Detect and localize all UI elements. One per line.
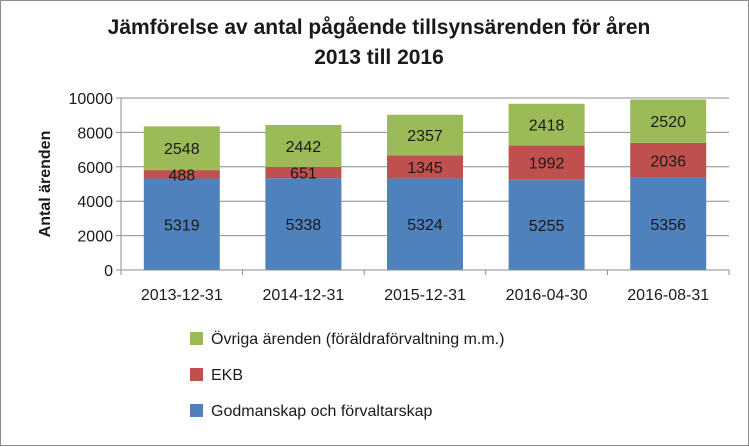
legend-label: Godmanskap och förvaltarskap (211, 403, 433, 420)
y-tick-label: 10000 (69, 91, 114, 108)
data-labels: 5319 488 2548 5338 651 2442 5324 1345 2357 5255 19… (164, 114, 686, 235)
bar-segment (143, 170, 220, 179)
x-tick-label: 2015-12-31 (384, 287, 466, 304)
data-label: 2520 (650, 114, 686, 131)
data-label: 488 (168, 167, 195, 184)
data-label: 2442 (286, 139, 322, 156)
bar-segment (387, 114, 463, 156)
legend-label: EKB (211, 367, 243, 384)
bar-segment (630, 142, 707, 178)
bar-segment (265, 178, 342, 270)
bar-segment (630, 99, 707, 143)
tick-labels: 0 2000 4000 6000 8000 10000 2013-12-31 2014-12-… (69, 91, 710, 304)
data-label: 2548 (164, 141, 200, 158)
data-label: 1992 (529, 155, 565, 172)
data-label: 2036 (650, 153, 686, 170)
legend-swatch (190, 332, 203, 345)
bar-segment (387, 178, 463, 270)
x-tick-label: 2013-12-31 (141, 287, 223, 304)
bar-segment (387, 155, 463, 179)
data-label: 5324 (407, 217, 443, 234)
data-label: 5319 (164, 217, 200, 234)
y-tick-label: 4000 (77, 194, 113, 211)
bar-segment (265, 166, 342, 179)
bar-segment (143, 126, 220, 171)
data-label: 2418 (529, 118, 565, 135)
data-label: 2357 (407, 128, 443, 145)
data-label: 5356 (650, 217, 686, 234)
legend: Övriga ärenden (föräldraförvaltning m.m.… (190, 330, 504, 420)
bars (143, 99, 707, 270)
legend-swatch (190, 404, 203, 417)
bar-segment (143, 178, 220, 270)
y-tick-label: 2000 (77, 229, 113, 246)
chart-title-line-1: Jämförelse av antal pågående tillsynsäre… (108, 16, 651, 39)
bar-segment (265, 124, 342, 167)
legend-swatch (190, 368, 203, 381)
bar-segment (508, 145, 585, 180)
y-tick-label: 8000 (77, 125, 113, 142)
x-tick-label: 2016-04-30 (506, 287, 588, 304)
data-label: 651 (290, 166, 317, 183)
data-label: 1345 (407, 160, 443, 177)
x-tick-label: 2014-12-31 (262, 287, 344, 304)
data-label: 5255 (529, 218, 565, 235)
x-tick-label: 2016-08-31 (627, 287, 709, 304)
bar-segment (508, 179, 585, 270)
y-tick-label: 6000 (77, 160, 113, 177)
chart-title-line-2: 2013 till 2016 (314, 46, 444, 69)
legend-label: Övriga ärenden (föräldraförvaltning m.m.… (211, 330, 504, 348)
y-tick-label: 0 (104, 263, 113, 280)
bar-segment (630, 177, 707, 270)
y-axis-label: Antal ärenden (37, 131, 54, 238)
data-label: 5338 (286, 217, 322, 234)
bar-segment (508, 103, 585, 146)
axes (116, 97, 730, 275)
